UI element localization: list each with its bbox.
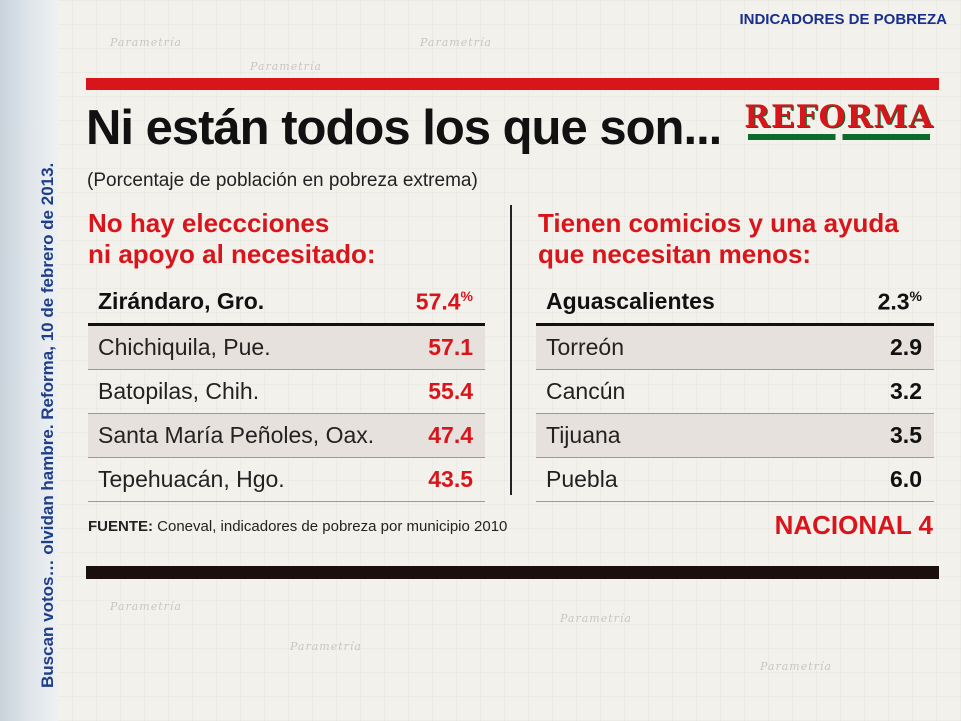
logo-underline — [748, 134, 930, 140]
municipality-name: Santa María Peñoles, Oax. — [98, 422, 375, 448]
table-row: Batopilas, Chih. 55.4 — [88, 370, 485, 414]
background-watermark: Parametría — [110, 36, 182, 49]
municipality-name: Zirándaro, Gro. — [98, 288, 265, 314]
left-column-title: No hay eleccciones ni apoyo al necesitad… — [88, 208, 376, 270]
table-row: Torreón 2.9 — [536, 326, 934, 370]
city-name: Tijuana — [546, 422, 621, 448]
left-decorative-strip — [0, 0, 58, 721]
table-row: Cancún 3.2 — [536, 370, 934, 414]
background-watermark: Parametría — [560, 612, 632, 625]
table-row: Tepehuacán, Hgo. 43.5 — [88, 458, 485, 502]
table-row: Santa María Peñoles, Oax. 47.4 — [88, 414, 485, 458]
poverty-value: 2.9 — [890, 334, 922, 360]
left-title-line2: ni apoyo al necesitado: — [88, 239, 376, 269]
bottom-black-bar — [86, 566, 939, 579]
table-row: Chichiquila, Pue. 57.1 — [88, 326, 485, 370]
city-name: Cancún — [546, 378, 626, 404]
reforma-logo: REFORMA — [744, 102, 934, 142]
poverty-value: 43.5 — [428, 466, 473, 492]
subtitle: (Porcentaje de población en pobreza extr… — [87, 170, 478, 191]
table-row: Tijuana 3.5 — [536, 414, 934, 458]
municipality-name: Chichiquila, Pue. — [98, 334, 271, 360]
table-row: Puebla 6.0 — [536, 458, 934, 502]
city-name: Aguascalientes — [546, 288, 715, 314]
poverty-value: 57.4% — [415, 287, 473, 315]
left-table: Zirándaro, Gro. 57.4% Chichiquila, Pue. … — [88, 280, 485, 502]
poverty-value: 47.4 — [428, 422, 473, 448]
column-divider — [510, 205, 512, 495]
poverty-value: 3.5 — [890, 422, 922, 448]
side-caption: Buscan votos… olvidan hambre. Reforma, 1… — [38, 162, 57, 688]
poverty-value: 3.2 — [890, 378, 922, 404]
right-table: Aguascalientes 2.3% Torreón 2.9 Cancún 3… — [536, 280, 934, 502]
logo-text: REFORMA — [744, 99, 934, 135]
top-red-bar — [86, 78, 939, 90]
background-watermark: Parametría — [420, 36, 492, 49]
table-row: Aguascalientes 2.3% — [536, 280, 934, 326]
right-title-line1: Tienen comicios y una ayuda — [538, 208, 899, 238]
headline: Ni están todos los que son... — [86, 101, 722, 155]
city-name: Torreón — [546, 334, 624, 360]
background-watermark: Parametría — [110, 600, 182, 613]
table-row: Zirándaro, Gro. 57.4% — [88, 280, 485, 326]
poverty-value: 55.4 — [428, 378, 473, 404]
municipality-name: Tepehuacán, Hgo. — [98, 466, 285, 492]
background-watermark: Parametría — [760, 660, 832, 673]
right-column-title: Tienen comicios y una ayuda que necesita… — [538, 208, 899, 270]
background-watermark: Parametría — [290, 640, 362, 653]
background-watermark: Parametría — [250, 60, 322, 73]
poverty-value: 6.0 — [890, 466, 922, 492]
poverty-value: 57.1 — [428, 334, 473, 360]
source-text: Coneval, indicadores de pobreza por muni… — [153, 518, 508, 535]
left-title-line1: No hay eleccciones — [88, 208, 330, 238]
source-note: FUENTE: Coneval, indicadores de pobreza … — [88, 518, 507, 535]
right-title-line2: que necesitan menos: — [538, 239, 812, 269]
section-tag: NACIONAL 4 — [774, 510, 933, 540]
city-name: Puebla — [546, 466, 618, 492]
source-label: FUENTE: — [88, 518, 153, 535]
municipality-name: Batopilas, Chih. — [98, 378, 260, 404]
page-header-title: INDICADORES DE POBREZA — [739, 11, 947, 28]
poverty-value: 2.3% — [877, 287, 922, 315]
